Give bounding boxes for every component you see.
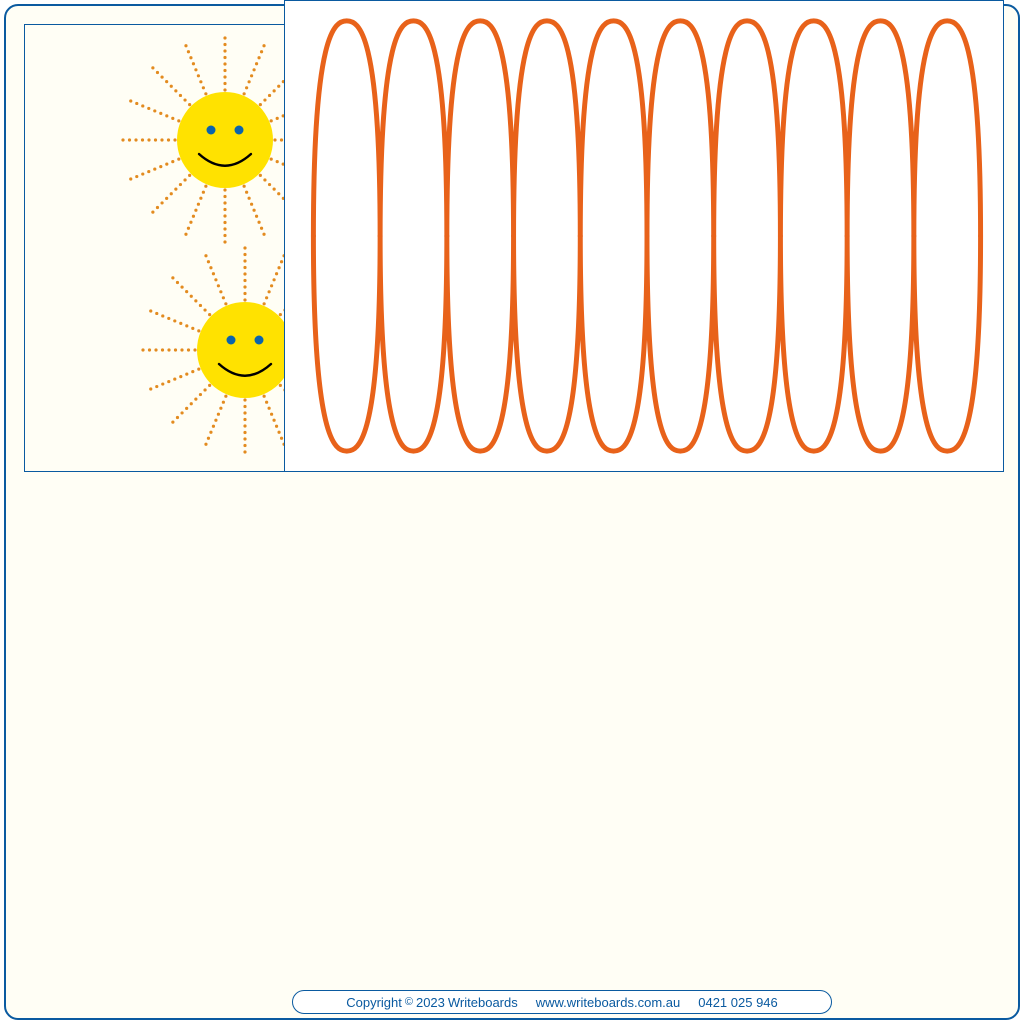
copyright-company: Writeboards xyxy=(448,995,518,1010)
loops-bottom-row xyxy=(313,236,980,451)
footer-phone: 0421 025 946 xyxy=(698,995,778,1010)
copyright: Copyright © 2023 Writeboards xyxy=(346,995,518,1010)
footer-bar: Copyright © 2023 Writeboards www.writebo… xyxy=(292,990,832,1014)
copyright-year: 2023 xyxy=(416,995,445,1010)
copyright-icon: © xyxy=(405,996,413,1008)
loops-wrap xyxy=(285,1,1003,471)
loops-top-row xyxy=(313,21,980,236)
footer-website: www.writeboards.com.au xyxy=(536,995,681,1010)
copyright-label: Copyright xyxy=(346,995,402,1010)
loops-svg xyxy=(285,1,1003,471)
page: Copyright © 2023 Writeboards www.writebo… xyxy=(0,0,1024,1024)
loops-card xyxy=(284,0,1004,472)
